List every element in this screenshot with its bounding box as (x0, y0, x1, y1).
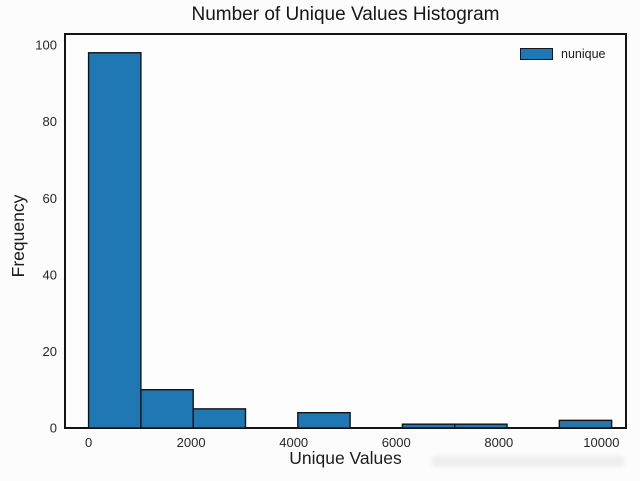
histogram-bar (140, 389, 194, 429)
x-tick-label: 2000 (177, 435, 206, 450)
x-tick-label: 4000 (279, 435, 308, 450)
x-axis-label: Unique Values (289, 448, 402, 468)
histogram-bar (87, 52, 142, 429)
x-tick-label: 6000 (382, 435, 411, 450)
histogram-bar (558, 419, 613, 429)
y-tick-label: 20 (43, 344, 57, 359)
y-tick-label: 100 (35, 38, 57, 53)
y-tick-label: 0 (50, 421, 57, 436)
watermark-smudge (432, 456, 624, 467)
histogram-bar (297, 411, 351, 429)
x-tick-label: 0 (85, 435, 92, 450)
plot-frame (64, 33, 627, 429)
histogram-bar (454, 423, 508, 429)
chart-title: Number of Unique Values Histogram (191, 4, 500, 25)
legend-swatch-icon (520, 47, 553, 60)
histogram-bar (192, 408, 247, 429)
x-tick-label: 8000 (484, 435, 513, 450)
y-tick-label: 40 (43, 267, 57, 282)
legend: nunique (520, 46, 606, 61)
y-tick-label: 80 (43, 114, 57, 129)
x-tick-label: 10000 (583, 435, 619, 450)
legend-label: nunique (561, 46, 606, 61)
histogram-bar (401, 423, 456, 429)
y-tick-label: 60 (43, 191, 57, 206)
